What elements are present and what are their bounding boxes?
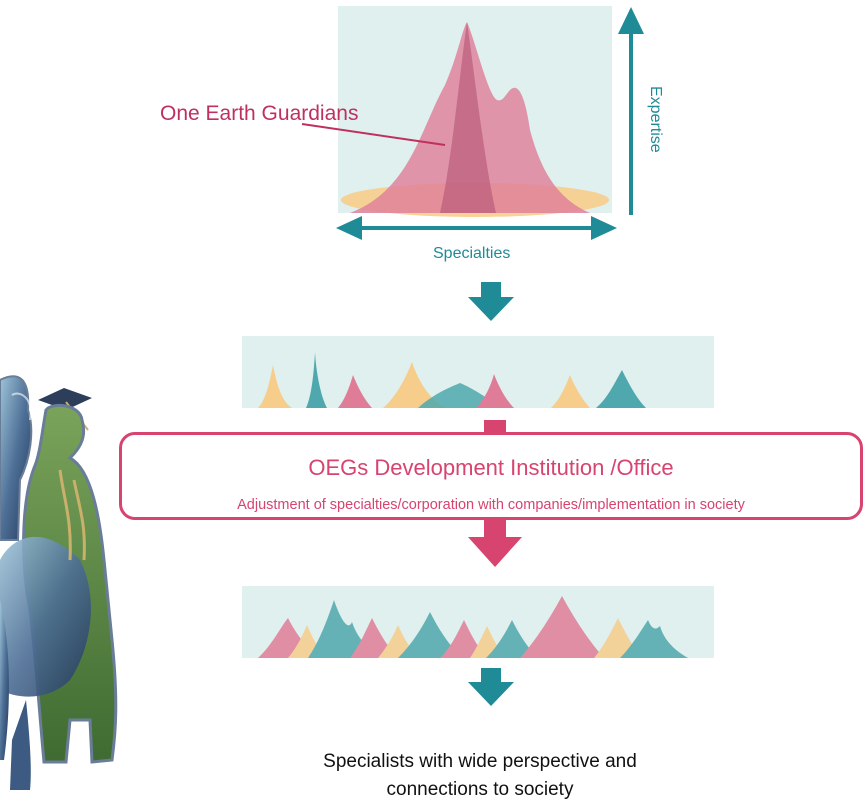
specialties-arrow bbox=[336, 216, 617, 240]
specialties-axis-label: Specialties bbox=[433, 245, 511, 262]
one-earth-guardians-label: One Earth Guardians bbox=[160, 102, 359, 125]
oeg-peak-inner bbox=[440, 22, 496, 213]
expertise-axis-label: Expertise bbox=[647, 86, 664, 153]
down-arrow-4 bbox=[468, 668, 514, 706]
expertise-arrow bbox=[618, 7, 644, 215]
final-caption-line-1: Specialists with wide perspective and bbox=[323, 751, 637, 772]
label-pointer-line bbox=[301, 123, 446, 146]
down-arrow-3 bbox=[468, 517, 522, 567]
narrow-peaks bbox=[258, 352, 646, 408]
wide-peaks bbox=[258, 596, 688, 658]
final-caption-line-2: connections to society bbox=[386, 779, 574, 800]
graduates-illustration bbox=[0, 375, 118, 790]
final-caption: Specialists with wide perspective and co… bbox=[220, 748, 740, 804]
institution-box bbox=[119, 432, 863, 520]
institution-title: OEGs Development Institution /Office bbox=[308, 455, 674, 480]
institution-subtitle: Adjustment of specialties/corporation wi… bbox=[237, 497, 745, 513]
down-arrow-1 bbox=[468, 282, 514, 321]
